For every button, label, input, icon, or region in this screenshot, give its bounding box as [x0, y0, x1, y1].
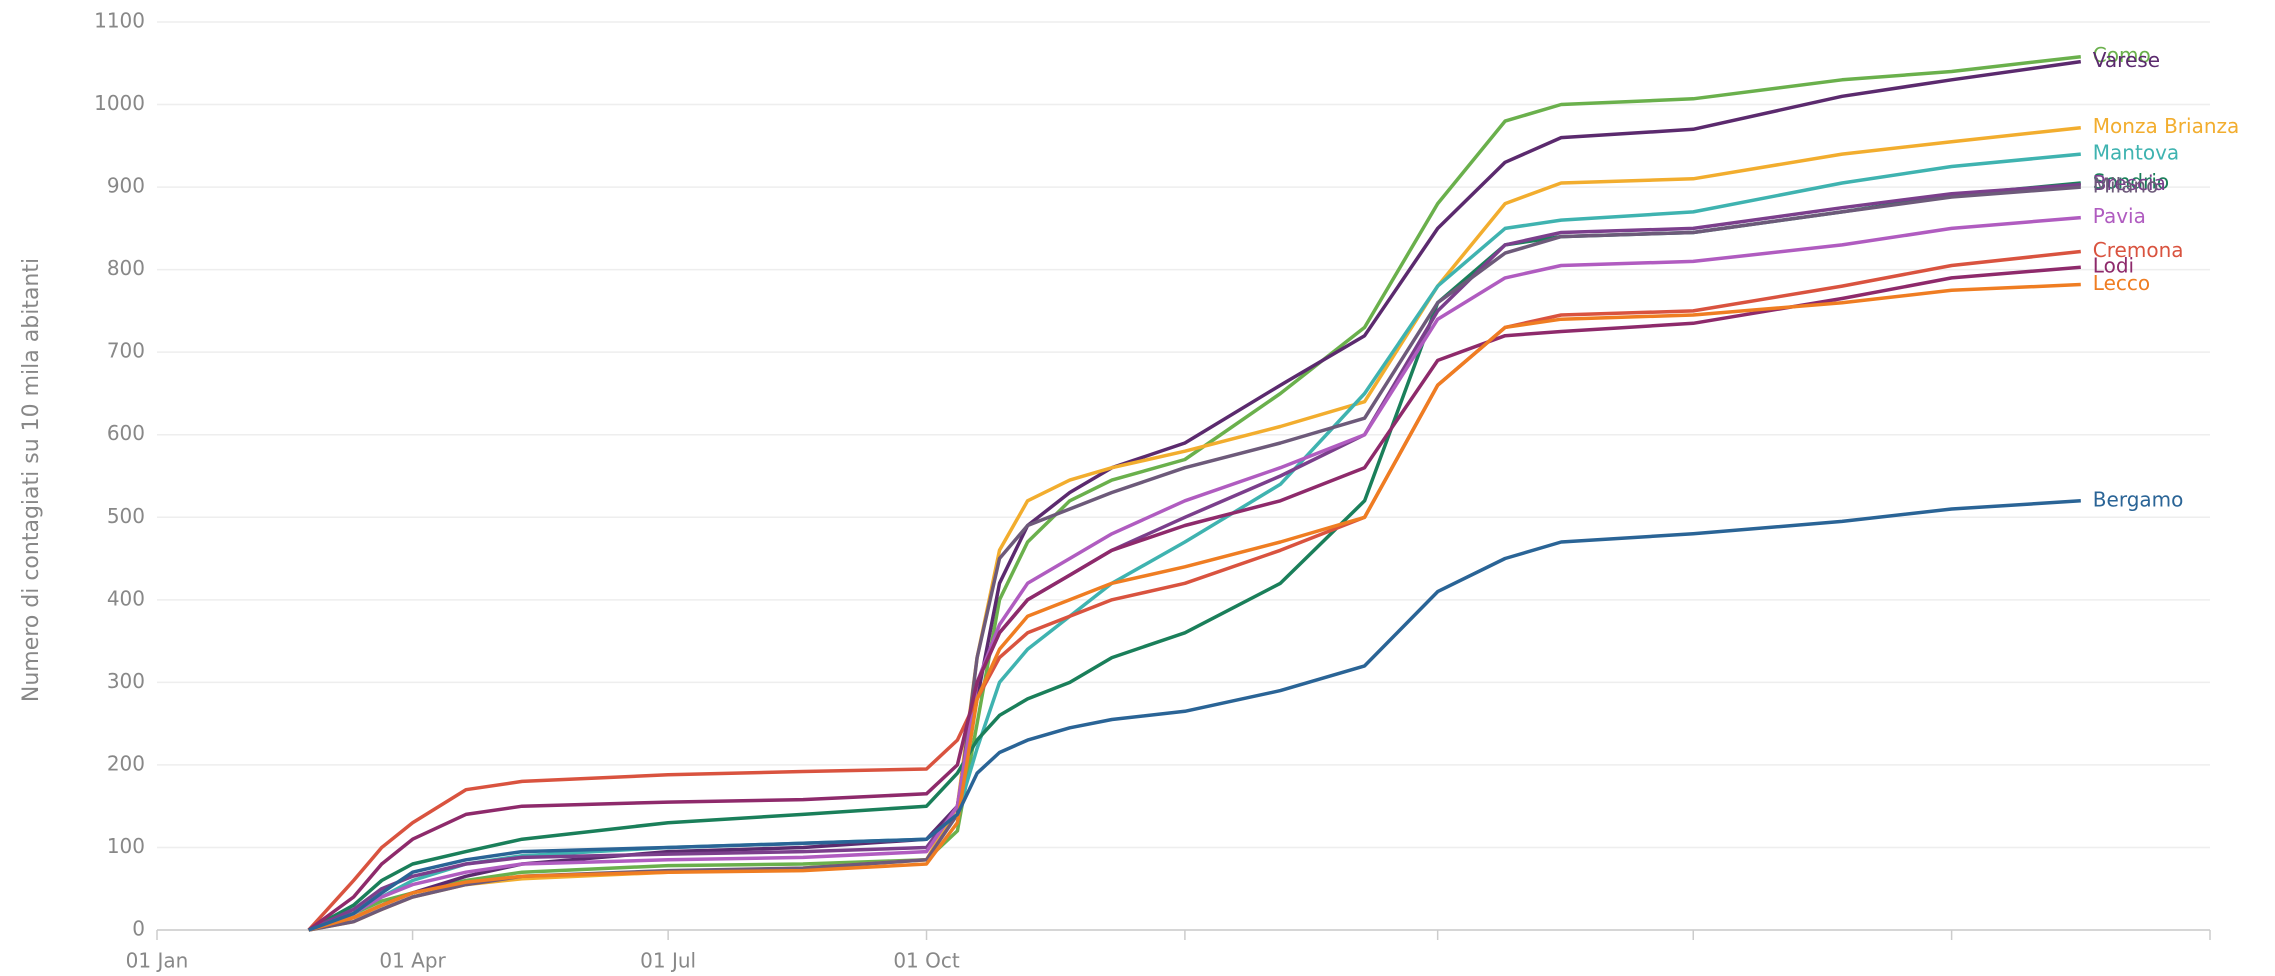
series-label: Sondrio: [2093, 169, 2169, 193]
y-tick-label: 1100: [94, 9, 145, 33]
series-line: [307, 181, 2081, 932]
y-tick-label: 900: [107, 174, 145, 198]
series-label: Lecco: [2093, 271, 2150, 295]
y-tick-label: 200: [107, 751, 145, 775]
y-axis-title: Numero di contagiati su 10 mila abitanti: [19, 258, 44, 702]
y-tick-label: 300: [107, 669, 145, 693]
series-line: [308, 215, 2081, 932]
series-label: Lodi: [2093, 254, 2134, 278]
series-line: [307, 265, 2081, 932]
series-line: [307, 249, 2081, 932]
series-line: [308, 152, 2081, 932]
series-label: Milano: [2093, 174, 2159, 198]
y-tick-label: 500: [107, 504, 145, 528]
x-tick-label: 01 Jan: [126, 949, 189, 973]
y-tick-label: 400: [107, 586, 145, 610]
x-tick-label: 01 Apr: [379, 949, 446, 973]
series-label: Brescia: [2093, 171, 2166, 195]
series-label: Bergamo: [2093, 487, 2184, 511]
series-label: Cremona: [2093, 238, 2184, 262]
y-tick-label: 0: [132, 917, 145, 941]
series-line: [308, 499, 2081, 932]
series-line: [307, 182, 2081, 932]
series-label: Monza Brianza: [2093, 114, 2239, 138]
series-line: [308, 185, 2081, 932]
x-tick-label: 01 Oct: [893, 949, 960, 973]
y-tick-label: 100: [107, 834, 145, 858]
series-label: Pavia: [2093, 204, 2146, 228]
series-label: Como: [2093, 43, 2151, 67]
y-tick-label: 1000: [94, 91, 145, 115]
series-label: Mantova: [2093, 141, 2179, 165]
y-tick-label: 700: [107, 339, 145, 363]
series-label: Varese: [2093, 48, 2160, 72]
series-line: [308, 282, 2081, 932]
y-tick-label: 800: [107, 256, 145, 280]
y-tick-label: 600: [107, 421, 145, 445]
x-tick-label: 01 Jul: [640, 949, 696, 973]
